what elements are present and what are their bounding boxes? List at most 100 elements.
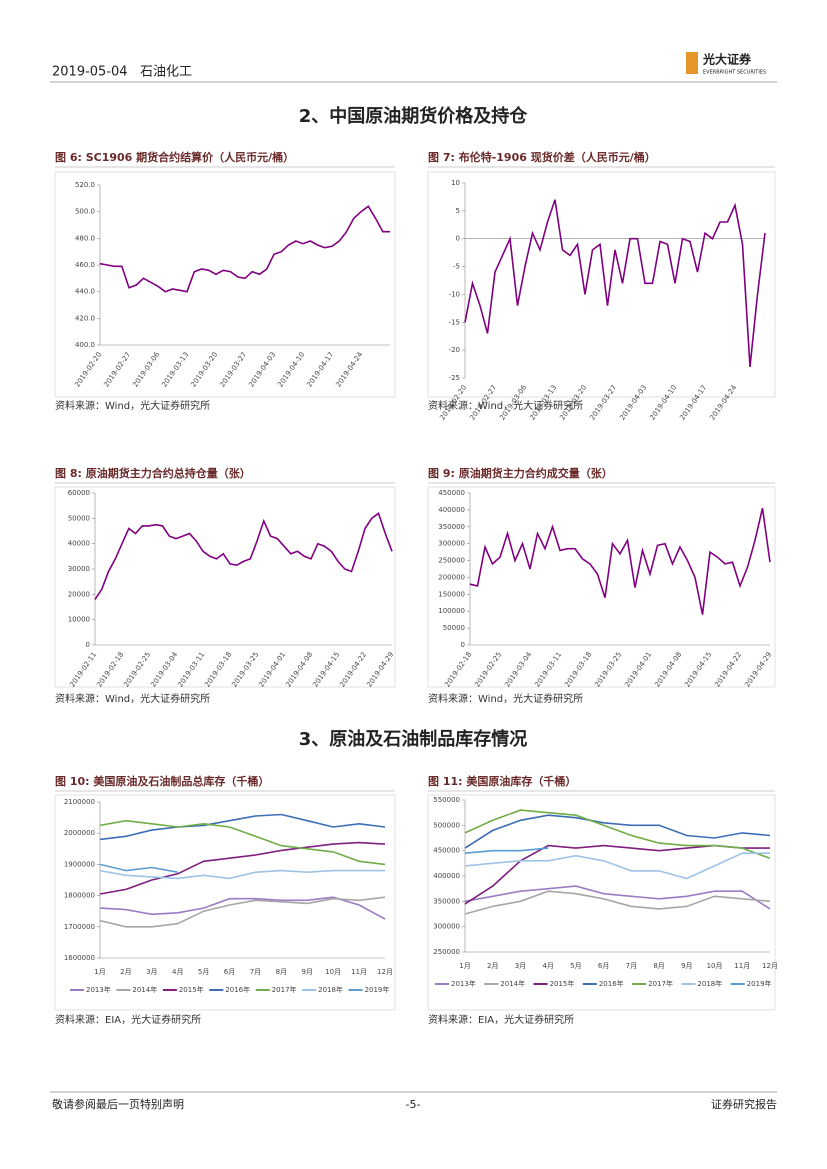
x-tick-label: 2019-04-29 xyxy=(365,651,395,689)
x-tick-label: 2019-02-20 xyxy=(73,351,103,389)
source-note: 资料来源：Wind，光大证券研究所 xyxy=(428,692,583,705)
x-tick-label: 2月 xyxy=(120,968,131,976)
y-tick-label: 300000 xyxy=(433,923,460,931)
x-tick-label: 5月 xyxy=(570,962,581,970)
x-tick-label: 11月 xyxy=(734,962,750,970)
chart-frame xyxy=(427,486,776,688)
footer-disclaimer: 敬请参阅最后一页特别声明 xyxy=(52,1097,184,1111)
header-date: 2019-05-04 xyxy=(52,65,128,80)
x-tick-label: 2019-03-04 xyxy=(503,650,533,688)
x-tick-label: 5月 xyxy=(198,968,209,976)
x-tick-label: 2019-04-03 xyxy=(618,384,648,422)
chart-title: 图 10: 美国原油及石油制品总库存（千桶） xyxy=(55,774,269,788)
y-tick-label: 420.0 xyxy=(75,314,95,322)
x-tick-label: 2019-03-18 xyxy=(203,651,233,689)
legend-label: 2018年 xyxy=(318,985,343,994)
x-tick-label: 2019-04-01 xyxy=(257,651,287,689)
series-line xyxy=(99,863,178,873)
section-title: 2、中国原油期货价格及持仓 xyxy=(299,105,529,127)
y-tick-label: 460.0 xyxy=(75,261,95,269)
chart-frame xyxy=(427,171,776,398)
y-tick-label: 150000 xyxy=(438,590,465,598)
source-note: 资料来源：EIA，光大证券研究所 xyxy=(428,1013,574,1026)
legend-label: 2014年 xyxy=(132,985,157,994)
y-tick-label: -15 xyxy=(449,318,460,326)
x-tick-label: 2019-04-10 xyxy=(648,384,678,422)
y-tick-label: 350000 xyxy=(438,523,465,531)
y-tick-label: 40000 xyxy=(68,540,90,548)
y-tick-label: 0 xyxy=(456,235,460,243)
x-tick-label: 2019-04-03 xyxy=(247,351,277,389)
x-tick-label: 3月 xyxy=(515,962,526,970)
logo-icon xyxy=(686,52,698,74)
x-tick-label: 10月 xyxy=(707,962,723,970)
section-title: 3、原油及石油制品库存情况 xyxy=(299,728,528,750)
x-tick-label: 7月 xyxy=(250,968,261,976)
y-tick-label: 450000 xyxy=(433,847,460,855)
x-tick-label: 8月 xyxy=(276,968,287,976)
chart-frame xyxy=(54,486,396,688)
chart-title: 图 9: 原油期货主力合约成交量（张） xyxy=(428,466,613,480)
legend-label: 2017年 xyxy=(272,985,297,994)
x-tick-label: 2019-03-04 xyxy=(149,650,179,688)
x-tick-label: 11月 xyxy=(351,968,367,976)
x-tick-label: 2019-04-17 xyxy=(305,351,335,389)
y-tick-label: 520.0 xyxy=(75,181,95,189)
x-tick-label: 2019-03-27 xyxy=(588,384,618,422)
x-tick-label: 2019-03-06 xyxy=(131,350,161,388)
y-tick-label: 20000 xyxy=(68,590,90,598)
y-tick-label: 480.0 xyxy=(75,234,95,242)
x-tick-label: 2019-02-11 xyxy=(68,651,98,689)
chart-frame xyxy=(54,171,396,398)
legend-label: 2015年 xyxy=(550,979,575,988)
x-tick-label: 12月 xyxy=(377,968,393,976)
y-tick-label: 60000 xyxy=(68,489,90,497)
chart-title: 图 7: 布伦特-1906 现货价差（人民币元/桶） xyxy=(428,150,656,164)
y-tick-label: -5 xyxy=(453,263,460,271)
series-line xyxy=(464,809,771,860)
x-tick-label: 4月 xyxy=(542,962,553,970)
data-line xyxy=(99,205,390,293)
y-tick-label: 1800000 xyxy=(64,892,95,900)
series-line xyxy=(99,869,385,880)
x-tick-label: 2019-02-18 xyxy=(443,651,473,689)
x-tick-label: 2月 xyxy=(487,962,498,970)
y-tick-label: 1600000 xyxy=(64,954,95,962)
x-tick-label: 4月 xyxy=(172,968,183,976)
logo-cn: 光大证券 xyxy=(702,52,752,67)
series-line xyxy=(99,813,386,841)
x-tick-label: 12月 xyxy=(762,962,778,970)
x-tick-label: 7月 xyxy=(626,962,637,970)
x-tick-label: 2019-04-24 xyxy=(334,350,364,388)
y-tick-label: 30000 xyxy=(68,565,90,573)
source-note: 资料来源：Wind，光大证券研究所 xyxy=(55,399,210,412)
source-note: 资料来源：Wind，光大证券研究所 xyxy=(428,399,583,412)
series-line xyxy=(464,890,771,915)
series-line xyxy=(464,814,771,849)
legend-label: 2016年 xyxy=(599,979,624,988)
footer-doc-type: 证券研究报告 xyxy=(711,1097,777,1111)
x-tick-label: 3月 xyxy=(146,968,157,976)
x-tick-label: 2019-03-11 xyxy=(176,651,206,689)
data-line xyxy=(94,511,393,600)
y-tick-label: -20 xyxy=(449,346,460,354)
legend-label: 2014年 xyxy=(500,979,525,988)
y-tick-label: 250000 xyxy=(433,948,460,956)
x-tick-label: 2019-04-01 xyxy=(623,651,653,689)
x-tick-label: 2019-04-08 xyxy=(284,651,314,689)
y-tick-label: 2100000 xyxy=(64,798,95,806)
x-tick-label: 8月 xyxy=(653,962,664,970)
header-sector: 石油化工 xyxy=(140,65,192,80)
legend-label: 2019年 xyxy=(747,979,772,988)
y-tick-label: 0 xyxy=(461,641,465,649)
x-tick-label: 2019-04-08 xyxy=(653,651,683,689)
x-tick-label: 2019-02-18 xyxy=(95,651,125,689)
x-tick-label: 2019-03-18 xyxy=(563,651,593,689)
chart-frame xyxy=(54,794,396,1011)
y-tick-label: 1900000 xyxy=(64,860,95,868)
series-line xyxy=(464,852,770,880)
legend-label: 2017年 xyxy=(648,979,673,988)
x-tick-label: 6月 xyxy=(598,962,609,970)
chart-title: 图 11: 美国原油库存（千桶） xyxy=(428,774,576,788)
